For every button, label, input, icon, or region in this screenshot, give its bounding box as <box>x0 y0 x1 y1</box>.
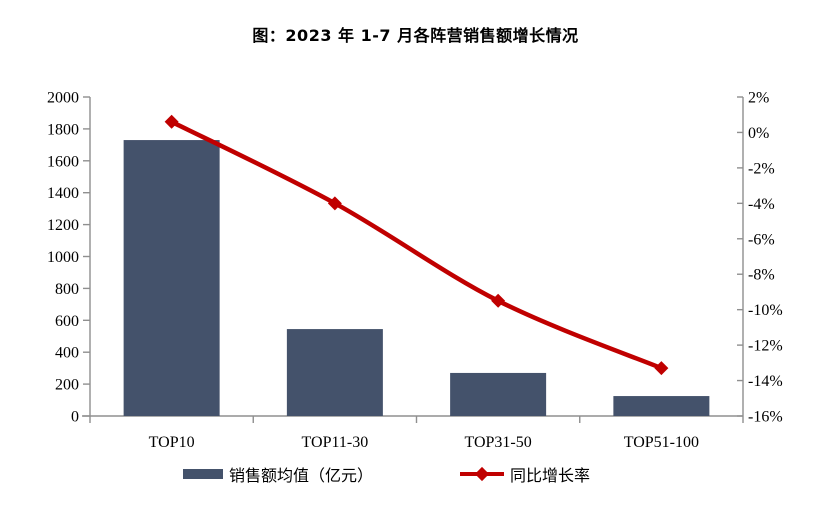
right-axis-tick-label: -16% <box>748 409 783 426</box>
line-marker-TOP31-50 <box>491 293 506 308</box>
line-marker-TOP11-30 <box>327 196 342 211</box>
left-axis-tick-label: 1600 <box>47 153 79 170</box>
left-axis-tick-label: 2000 <box>47 90 79 107</box>
right-axis-tick-label: -4% <box>748 196 775 213</box>
left-axis-tick-label: 1400 <box>47 185 79 202</box>
bar-TOP51-100 <box>613 396 710 416</box>
left-axis-tick-label: 1800 <box>47 121 79 138</box>
chart-title: 图：2023 年 1-7 月各阵营销售额增长情况 <box>252 26 579 45</box>
combo-chart-canvas: 0 200 400 600 800 1000 1200 1400 1600 1800 2000 -16… <box>47 90 783 452</box>
right-axis-tick-label: 2% <box>748 90 769 107</box>
right-axis-tick-label: -6% <box>748 231 775 248</box>
x-axis-category-label: TOP31-50 <box>464 434 531 451</box>
right-axis-tick-label: -14% <box>748 373 783 390</box>
left-axis-tick-label: 400 <box>55 345 79 362</box>
bar-TOP31-50 <box>450 372 547 416</box>
right-axis-tick-label: -8% <box>748 267 775 284</box>
right-axis-tick-label: -10% <box>748 302 783 319</box>
bar-TOP10 <box>123 140 220 416</box>
left-axis-tick-label: 200 <box>55 377 79 394</box>
line-series-label: 同比增长率 <box>510 468 591 485</box>
left-axis-tick-label: 800 <box>55 281 79 298</box>
chart-legend: 销售额均值（亿元） 同比增长率 <box>0 462 802 486</box>
bar-TOP11-30 <box>286 329 383 416</box>
diamond-marker-icon <box>474 466 490 482</box>
right-axis-tick-label: -12% <box>748 338 783 355</box>
right-axis-tick-label: 0% <box>748 125 769 142</box>
left-axis-tick-label: 0 <box>71 409 79 426</box>
x-axis-category-label: TOP11-30 <box>302 434 369 451</box>
left-axis-tick-label: 1200 <box>47 217 79 234</box>
bar-series-swatch-icon <box>182 469 223 479</box>
left-axis-tick-label: 600 <box>55 313 79 330</box>
x-axis-category-label: TOP51-100 <box>624 434 699 451</box>
legend-item-bar-series: 销售额均值（亿元） <box>182 462 373 486</box>
bar-series-label: 销售额均值（亿元） <box>228 468 373 485</box>
growth-rate-line <box>170 119 663 371</box>
left-axis-tick-label: 1000 <box>47 249 79 266</box>
right-axis-tick-label: -2% <box>748 160 775 177</box>
line-marker-TOP51-100 <box>654 361 669 376</box>
line-marker-TOP10 <box>164 114 179 129</box>
legend-item-line-series: 同比增长率 <box>460 462 590 486</box>
x-axis-category-label: TOP10 <box>149 434 195 451</box>
line-series-swatch-icon <box>460 466 504 482</box>
